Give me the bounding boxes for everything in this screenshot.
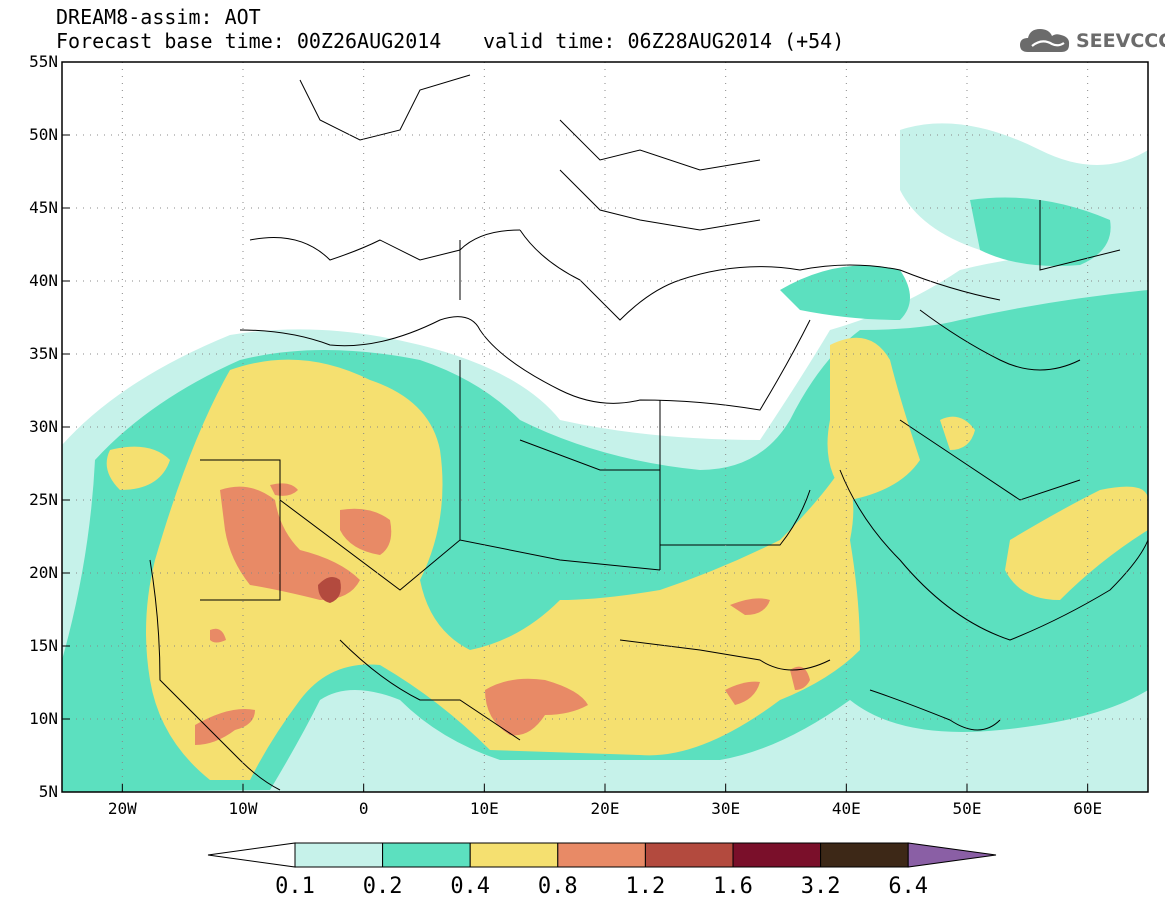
colorbar-label: 0.1 <box>275 874 315 899</box>
lat-tick-label: 15N <box>29 636 58 655</box>
longitude-axis: 20W 10W 0 10E 20E 30E 40E 50E 60E <box>108 784 1102 818</box>
lat-tick-label: 40N <box>29 271 58 290</box>
colorbar-segment <box>820 842 909 868</box>
lat-tick-label: 35N <box>29 344 58 363</box>
lon-tick-label: 20W <box>108 799 137 818</box>
lat-tick-label: 50N <box>29 125 58 144</box>
grid-lines <box>62 62 1148 792</box>
lon-tick-label: 30E <box>711 799 740 818</box>
colorbar-segment <box>644 842 734 868</box>
colorbar-segment <box>469 842 559 868</box>
country-borders <box>149 74 1148 791</box>
lat-tick-label: 30N <box>29 417 58 436</box>
lat-tick-label: 20N <box>29 563 58 582</box>
colorbar-segment <box>294 842 384 868</box>
lat-tick-label: 55N <box>29 52 58 71</box>
colorbar-label: 3.2 <box>801 874 841 899</box>
colorbar-segment <box>557 842 646 868</box>
aot-field <box>62 123 1148 792</box>
lat-tick-label: 10N <box>29 709 58 728</box>
lon-tick-label: 20E <box>591 799 620 818</box>
aot-band-0.4 <box>106 337 1148 780</box>
base-time-label: Forecast base time: 00Z26AUG2014 <box>56 29 442 53</box>
cloud-icon <box>1020 29 1070 52</box>
colorbar-label: 1.2 <box>626 874 666 899</box>
logo-text: SEEVCCC <box>1076 30 1165 52</box>
seevccc-logo: SEEVCCC <box>1018 24 1165 56</box>
colorbar-label: 1.6 <box>713 874 753 899</box>
lat-tick-label: 45N <box>29 198 58 217</box>
lon-tick-label: 10W <box>229 799 258 818</box>
colorbar-extend-min <box>207 842 296 868</box>
colorbar-label: 6.4 <box>888 874 928 899</box>
colorbar-label: 0.2 <box>363 874 403 899</box>
latitude-axis: 55N 50N 45N 40N 35N 30N 25N 20N 15N 10N 5N <box>29 52 70 801</box>
lat-tick-label: 25N <box>29 490 58 509</box>
lon-tick-label: 0 <box>359 799 369 818</box>
colorbar-segment <box>732 842 822 868</box>
aot-band-1.2 <box>318 576 341 603</box>
colorbar-label: 0.8 <box>538 874 578 899</box>
lon-tick-label: 40E <box>832 799 861 818</box>
colorbar-segment <box>382 842 471 868</box>
colorbar-extend-max <box>907 842 997 868</box>
valid-time-label: valid time: 06Z28AUG2014 (+54) <box>483 29 845 53</box>
colorbar: 0.1 0.2 0.4 0.8 1.2 1.6 3.2 6.4 <box>207 842 997 899</box>
lon-tick-label: 10E <box>470 799 499 818</box>
lon-tick-label: 60E <box>1073 799 1102 818</box>
chart-title: DREAM8-assim: AOT <box>56 5 261 29</box>
lon-tick-label: 50E <box>953 799 982 818</box>
colorbar-label: 0.4 <box>450 874 490 899</box>
lat-tick-label: 5N <box>39 782 58 801</box>
aot-band-0.8 <box>195 483 810 745</box>
